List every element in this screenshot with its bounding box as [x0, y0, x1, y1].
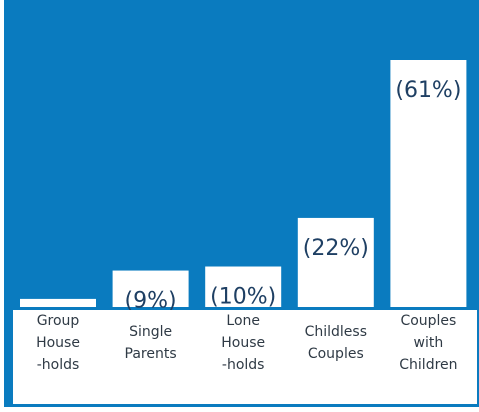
chart-panel: (9%) (10%) (22%) (61%) Group House -holds Sing… [4, 0, 479, 407]
category-label: Group [37, 313, 80, 329]
data-label: (9%) [125, 289, 177, 314]
category-label: -holds [37, 357, 80, 373]
category-label: Childless [305, 324, 367, 340]
category-label: Couples [308, 346, 364, 362]
data-label: (10%) [210, 285, 276, 310]
category-label: Lone [226, 313, 260, 329]
bar [297, 217, 374, 307]
category-label: Single [129, 324, 172, 340]
category-label: Couples [400, 313, 456, 329]
category-label: House [221, 335, 265, 351]
bar-chart: (9%) (10%) (22%) (61%) Group House -holds Sing… [4, 0, 479, 407]
bar [390, 60, 467, 307]
category-panel [13, 310, 477, 404]
category-label: House [36, 335, 80, 351]
category-label: -holds [222, 357, 265, 373]
category-label: Parents [125, 346, 177, 362]
category-label: with [414, 335, 444, 351]
category-labels-group: Group House -holds Single Parents Lone House -h… [36, 313, 457, 373]
bar [20, 298, 96, 307]
data-label: (22%) [303, 236, 369, 261]
bars-group: (9%) (10%) (22%) (61%) [20, 60, 467, 314]
category-label: Children [399, 357, 457, 373]
bar [112, 270, 189, 307]
bar [205, 266, 282, 307]
data-label: (61%) [395, 78, 461, 103]
